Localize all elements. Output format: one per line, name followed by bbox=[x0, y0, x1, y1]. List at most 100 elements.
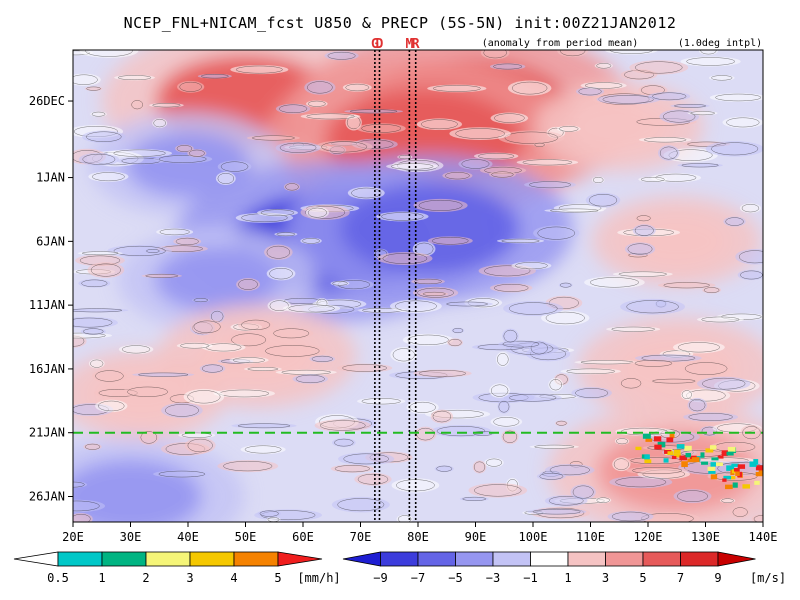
noise-speck bbox=[209, 309, 225, 324]
noise-speck bbox=[430, 409, 454, 424]
noise-contour bbox=[550, 208, 599, 213]
noise-contour bbox=[690, 111, 715, 116]
noise-speck bbox=[336, 363, 393, 373]
interp-note: (1.0deg intpl) bbox=[678, 38, 762, 49]
noise-contour bbox=[357, 473, 389, 485]
noise-speck bbox=[584, 276, 645, 289]
noise-speck bbox=[344, 109, 403, 114]
noise-contour bbox=[82, 328, 104, 335]
noise-contour bbox=[681, 163, 719, 168]
noise-contour bbox=[165, 404, 199, 417]
noise-speck bbox=[503, 301, 564, 317]
noise-speck bbox=[473, 152, 519, 160]
noise-contour bbox=[493, 417, 520, 427]
noise-speck bbox=[705, 141, 763, 157]
noise-contour bbox=[73, 513, 91, 522]
precip-colorbar: 0.5 1 2 3 4 5 bbox=[13, 551, 323, 585]
noise-contour bbox=[659, 146, 678, 160]
wind-colorbar-label: 1 bbox=[564, 571, 571, 585]
region-marker-label-r: R bbox=[412, 37, 420, 52]
wind-colorbar-label: −5 bbox=[448, 571, 462, 585]
region-marker-label-m: M bbox=[405, 37, 413, 52]
precip-cell bbox=[673, 453, 681, 458]
noise-speck bbox=[342, 83, 372, 92]
noise-contour bbox=[334, 465, 370, 473]
noise-contour bbox=[643, 137, 687, 143]
noise-speck bbox=[283, 182, 301, 192]
noise-contour bbox=[677, 490, 708, 502]
noise-speck bbox=[657, 281, 716, 289]
wind-colorbar-swatch bbox=[492, 551, 531, 567]
noise-speck bbox=[516, 158, 579, 166]
noise-speck bbox=[458, 158, 493, 170]
precip-cell bbox=[687, 458, 694, 463]
noise-speck bbox=[560, 368, 621, 375]
noise-contour bbox=[244, 445, 282, 454]
noise-contour bbox=[602, 95, 654, 104]
chart-title: NCEP_FNL+NICAM_fcst U850 & PRECP (5S-5N)… bbox=[124, 14, 677, 32]
noise-speck bbox=[731, 506, 750, 518]
precip-colorbar-swatch bbox=[101, 551, 147, 567]
noise-speck bbox=[130, 99, 145, 111]
noise-speck bbox=[679, 360, 733, 377]
noise-contour bbox=[611, 511, 650, 522]
precip-cell bbox=[755, 471, 763, 477]
precip-cell bbox=[717, 455, 724, 459]
noise-contour bbox=[238, 279, 258, 290]
y-tick-label: 26JAN bbox=[29, 489, 65, 503]
noise-speck bbox=[414, 426, 437, 442]
wind-anomaly-core bbox=[623, 213, 730, 270]
noise-speck bbox=[269, 327, 314, 340]
noise-speck bbox=[73, 308, 129, 313]
noise-speck bbox=[635, 214, 653, 222]
noise-speck bbox=[411, 278, 445, 285]
noise-contour bbox=[337, 498, 385, 512]
noise-speck bbox=[107, 149, 172, 158]
noise-speck bbox=[315, 140, 373, 154]
noise-speck bbox=[274, 232, 298, 237]
noise-speck bbox=[300, 237, 322, 245]
noise-contour bbox=[620, 378, 642, 389]
noise-contour bbox=[494, 283, 529, 292]
noise-contour bbox=[613, 458, 629, 470]
noise-speck bbox=[161, 402, 203, 418]
noise-speck bbox=[544, 208, 605, 213]
noise-speck bbox=[648, 91, 691, 101]
noise-speck bbox=[442, 171, 473, 180]
noise-contour bbox=[180, 342, 210, 349]
x-tick-label: 100E bbox=[519, 530, 548, 544]
noise-contour bbox=[634, 225, 654, 236]
noise-contour bbox=[596, 497, 610, 503]
noise-speck bbox=[282, 303, 341, 314]
noise-speck bbox=[237, 318, 274, 331]
noise-contour bbox=[81, 251, 119, 256]
noise-contour bbox=[193, 320, 221, 333]
noise-contour bbox=[688, 413, 733, 421]
noise-speck bbox=[618, 377, 644, 390]
noise-contour bbox=[91, 111, 106, 117]
noise-speck bbox=[107, 244, 172, 257]
noise-contour bbox=[452, 328, 464, 334]
noise-contour bbox=[288, 304, 335, 313]
noise-contour bbox=[73, 317, 113, 328]
noise-speck bbox=[230, 65, 289, 75]
noise-contour bbox=[559, 50, 586, 57]
wind-colorbar-label: 7 bbox=[677, 571, 684, 585]
wind-colorbar-low-arrow bbox=[342, 551, 381, 567]
noise-contour bbox=[407, 334, 449, 345]
noise-contour bbox=[86, 131, 122, 142]
noise-contour bbox=[436, 465, 453, 472]
noise-contour bbox=[176, 145, 193, 152]
noise-contour bbox=[549, 379, 562, 391]
noise-contour bbox=[498, 400, 510, 413]
noise-speck bbox=[722, 116, 763, 129]
noise-contour bbox=[113, 245, 166, 256]
noise-contour bbox=[534, 142, 545, 147]
noise-contour bbox=[618, 271, 667, 277]
precip-cell bbox=[726, 451, 734, 456]
noise-contour bbox=[416, 427, 435, 441]
noise-contour bbox=[462, 496, 487, 501]
noise-contour bbox=[508, 302, 558, 315]
noise-speck bbox=[647, 378, 701, 384]
noise-speck bbox=[591, 176, 605, 184]
